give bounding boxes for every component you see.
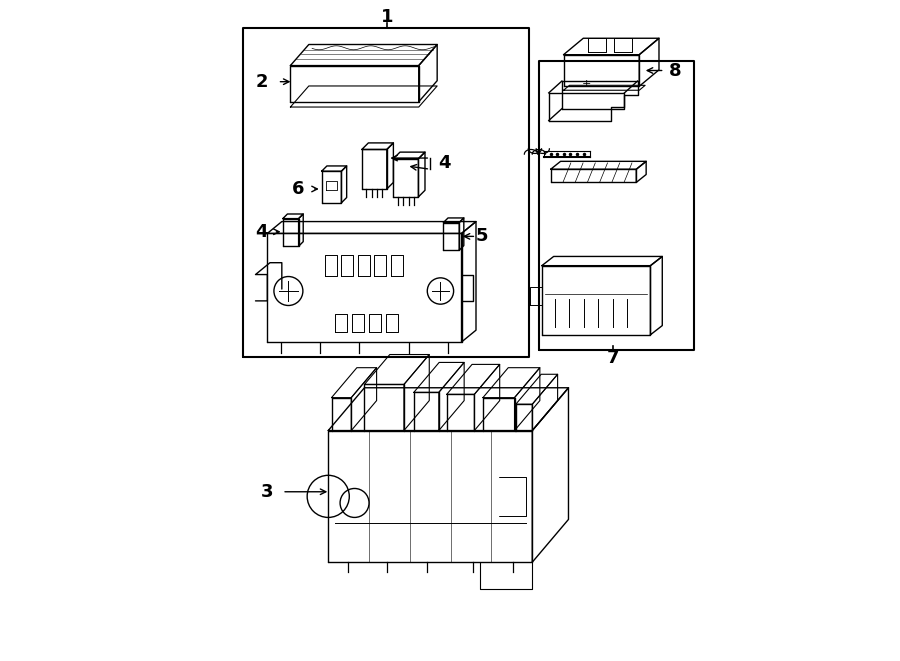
Text: 2: 2 (256, 73, 268, 91)
Text: 5: 5 (475, 227, 488, 245)
Text: 4: 4 (255, 223, 267, 241)
Text: 6: 6 (292, 180, 305, 198)
Text: 4: 4 (438, 153, 451, 172)
Text: 3: 3 (261, 483, 274, 501)
Text: 8: 8 (669, 61, 681, 79)
Text: +: + (582, 79, 591, 89)
Text: 7: 7 (607, 349, 619, 367)
Text: 1: 1 (382, 7, 393, 26)
